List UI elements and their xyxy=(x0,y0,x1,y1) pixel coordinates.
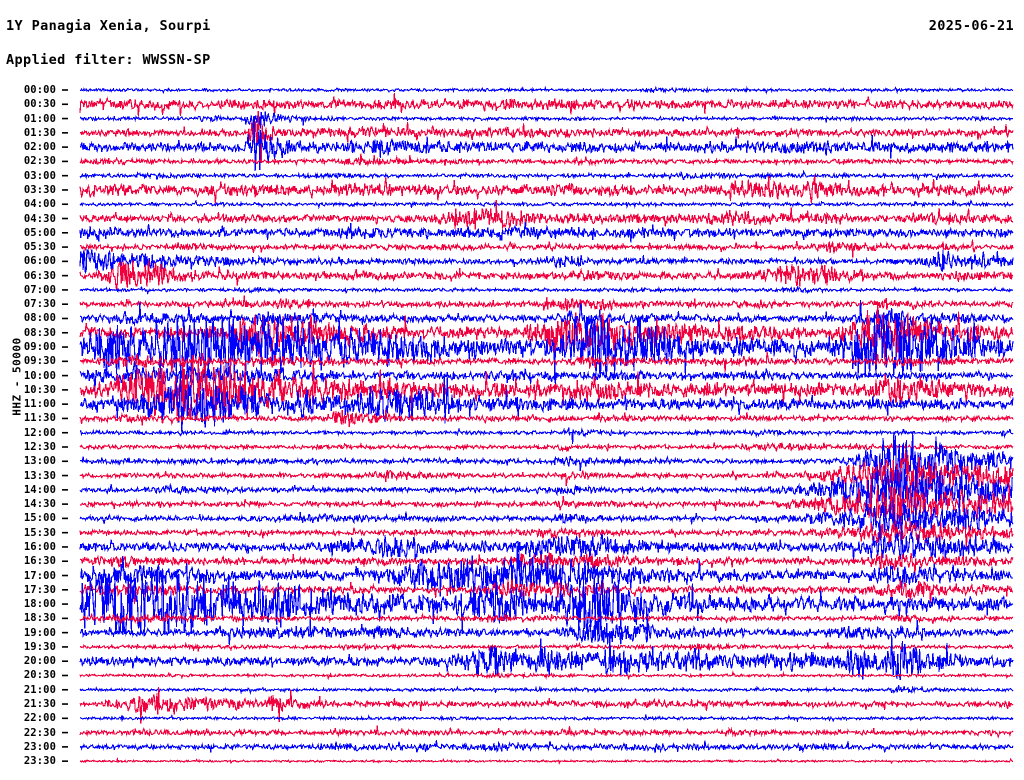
time-label-1300: 13:00 xyxy=(23,455,56,468)
trace-line xyxy=(80,351,1014,373)
trace-line xyxy=(79,169,1014,182)
trace-line xyxy=(79,221,1014,243)
time-label-0800: 08:00 xyxy=(23,312,56,325)
trace-line xyxy=(80,740,1014,754)
trace-line xyxy=(79,492,1014,536)
trace-line xyxy=(79,612,1014,625)
trace-line xyxy=(79,409,1014,427)
trace-line xyxy=(79,519,1014,562)
time-label-1230: 12:30 xyxy=(23,441,56,453)
time-label-1600: 16:00 xyxy=(23,540,56,553)
time-label-1800: 18:00 xyxy=(23,598,56,611)
time-label-2030: 20:30 xyxy=(23,669,56,682)
time-label-1500: 15:00 xyxy=(23,512,56,525)
trace-line xyxy=(79,259,1014,291)
trace-line xyxy=(79,756,1014,765)
time-label-1100: 11:00 xyxy=(23,398,56,411)
page-title: 1Y Panagia Xenia, Sourpi xyxy=(6,18,211,34)
time-label-2230: 22:30 xyxy=(23,726,56,739)
trace-line xyxy=(79,199,1014,230)
trace-line xyxy=(79,552,1014,575)
trace-line xyxy=(79,687,1014,724)
time-label-1130: 11:30 xyxy=(23,412,56,425)
time-label-1900: 19:00 xyxy=(23,626,56,639)
trace-line xyxy=(79,684,1014,695)
time-label-2300: 23:00 xyxy=(23,740,56,753)
trace-line xyxy=(79,295,1014,312)
time-label-0630: 06:30 xyxy=(23,269,56,282)
time-label-0000: 00:00 xyxy=(23,84,56,96)
trace-line xyxy=(79,545,1014,600)
trace-line xyxy=(79,608,1014,645)
time-label-1930: 19:30 xyxy=(23,640,56,653)
time-label-2000: 20:00 xyxy=(23,655,56,668)
trace-line xyxy=(79,300,1014,338)
time-label-1200: 12:00 xyxy=(23,426,56,439)
trace-line xyxy=(79,85,1014,95)
time-label-1700: 17:00 xyxy=(23,569,56,582)
time-label-0500: 05:00 xyxy=(23,226,56,239)
time-label-0100: 01:00 xyxy=(23,112,56,125)
time-label-1530: 15:30 xyxy=(23,526,56,539)
time-label-0730: 07:30 xyxy=(23,298,56,311)
trace-line xyxy=(79,441,1014,453)
time-label-0430: 04:30 xyxy=(23,212,56,225)
applied-filter-label: Applied filter: WWSSN-SP xyxy=(6,52,211,68)
time-label-0330: 03:30 xyxy=(23,183,56,196)
trace-line xyxy=(79,111,1014,129)
time-label-1400: 14:00 xyxy=(23,483,56,496)
trace-line xyxy=(79,450,1014,504)
trace-line xyxy=(79,641,1014,652)
trace-line xyxy=(79,174,1014,204)
trace-line xyxy=(79,431,1014,490)
time-label-0530: 05:30 xyxy=(23,241,56,254)
time-label-0700: 07:00 xyxy=(23,283,56,296)
trace-line xyxy=(79,426,1014,444)
trace-line xyxy=(79,714,1014,723)
time-label-1830: 18:30 xyxy=(23,612,56,625)
trace-line xyxy=(79,110,1014,163)
trace-line xyxy=(79,198,1014,210)
trace-line xyxy=(79,153,1014,167)
trace-line xyxy=(79,374,1014,435)
time-label-0900: 09:00 xyxy=(23,341,56,354)
time-label-0230: 02:30 xyxy=(23,155,56,168)
seismogram-traces xyxy=(62,85,1014,765)
trace-line xyxy=(79,248,1014,274)
trace-line xyxy=(79,725,1014,740)
axis-tick-group xyxy=(62,89,68,762)
trace-line xyxy=(79,116,1014,172)
trace-line xyxy=(79,239,1014,258)
time-label-1330: 13:30 xyxy=(23,469,56,482)
trace-line xyxy=(79,520,1014,551)
time-label-0200: 02:00 xyxy=(23,141,56,154)
date-label: 2025-06-21 xyxy=(928,18,1014,34)
time-label-2200: 22:00 xyxy=(23,712,56,725)
time-label-0400: 04:00 xyxy=(23,198,56,211)
time-label-2330: 23:30 xyxy=(23,755,56,768)
time-label-1730: 17:30 xyxy=(23,583,56,596)
helicorder-plot xyxy=(0,80,1024,770)
trace-line xyxy=(79,574,1014,635)
time-label-0300: 03:00 xyxy=(23,169,56,182)
time-label-1630: 16:30 xyxy=(23,555,56,568)
trace-line xyxy=(79,631,1014,680)
time-label-1030: 10:30 xyxy=(23,383,56,396)
time-label-0130: 01:30 xyxy=(23,126,56,139)
trace-line xyxy=(79,285,1014,296)
time-label-0600: 06:00 xyxy=(23,255,56,268)
time-label-2130: 21:30 xyxy=(23,698,56,711)
trace-line xyxy=(79,92,1014,117)
trace-line xyxy=(79,483,1014,535)
time-label-2100: 21:00 xyxy=(23,683,56,696)
time-label-0830: 08:30 xyxy=(23,326,56,339)
time-label-1430: 14:30 xyxy=(23,498,56,511)
time-label-1000: 10:00 xyxy=(23,369,56,382)
trace-line xyxy=(79,670,1014,681)
time-label-0030: 00:30 xyxy=(23,98,56,111)
trace-line xyxy=(79,316,1014,378)
time-label-0930: 09:30 xyxy=(23,355,56,368)
